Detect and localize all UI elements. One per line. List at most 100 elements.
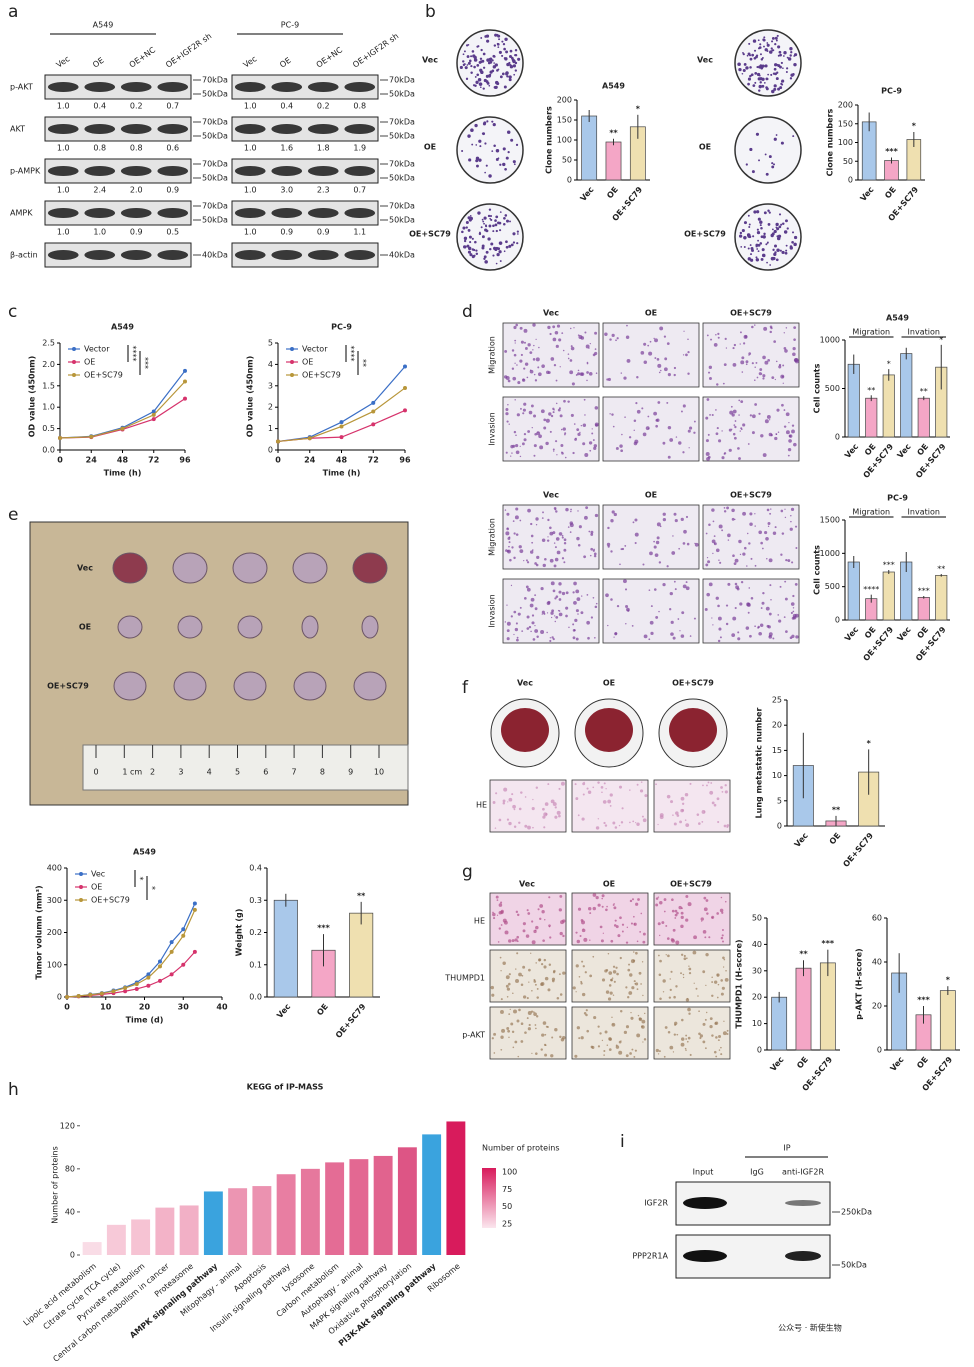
colony: [501, 40, 504, 43]
texture: [703, 907, 708, 912]
colony: [475, 80, 479, 84]
texture: [513, 353, 517, 357]
band: [307, 250, 339, 260]
texture: [662, 441, 666, 445]
row-label: p-AKT: [462, 1031, 485, 1040]
texture: [626, 926, 629, 929]
band: [120, 124, 152, 134]
texture: [539, 445, 544, 450]
row-label: p-AMPK: [10, 167, 41, 176]
texture: [612, 965, 616, 968]
texture: [698, 1032, 701, 1036]
texture: [535, 524, 538, 526]
texture: [714, 1022, 718, 1025]
texture: [698, 822, 701, 825]
texture: [734, 425, 737, 429]
quantification: 1.0: [57, 144, 70, 153]
texture: [673, 512, 677, 516]
micrograph: [502, 578, 600, 644]
texture: [524, 796, 527, 798]
texture: [517, 1055, 520, 1058]
texture: [794, 583, 798, 586]
texture: [530, 534, 534, 538]
texture: [658, 1050, 661, 1053]
texture: [590, 616, 594, 619]
texture: [785, 558, 788, 562]
texture: [657, 823, 659, 826]
texture: [543, 426, 547, 430]
colony: [508, 75, 512, 79]
texture: [507, 1029, 511, 1033]
texture: [522, 965, 526, 969]
texture: [592, 893, 597, 897]
texture: [768, 612, 772, 616]
colony: [746, 233, 751, 237]
texture: [655, 1048, 659, 1053]
y-axis-label: OD value (450nm): [28, 356, 37, 438]
texture: [531, 989, 533, 992]
column-label: OE+SC79: [730, 491, 772, 500]
colony: [479, 145, 482, 148]
texture: [657, 1053, 660, 1055]
texture: [733, 343, 737, 347]
x-tick-label: 96: [179, 456, 191, 465]
texture: [594, 348, 597, 350]
texture: [515, 968, 517, 970]
y-tick-label: 50: [843, 157, 853, 166]
colony: [774, 43, 777, 46]
texture: [555, 379, 558, 382]
colony: [738, 67, 742, 72]
colony: [512, 64, 517, 68]
colony: [502, 42, 506, 46]
colony: [489, 247, 492, 251]
texture: [549, 531, 554, 536]
texture: [791, 424, 795, 427]
texture: [685, 823, 690, 827]
x-tick-label: 48: [336, 456, 348, 465]
colony: [468, 158, 472, 162]
colony: [496, 69, 499, 72]
texture: [549, 558, 554, 563]
texture: [513, 808, 516, 811]
legend-label: Vector: [84, 345, 110, 354]
texture: [501, 1028, 506, 1033]
texture: [777, 614, 780, 616]
texture: [642, 1041, 644, 1043]
legend-marker: [79, 885, 83, 889]
texture: [533, 344, 535, 347]
colony: [756, 65, 759, 69]
texture: [674, 1021, 678, 1025]
texture: [508, 423, 510, 425]
texture: [555, 402, 558, 405]
texture: [680, 972, 683, 975]
texture: [570, 345, 573, 348]
row-label: Migration: [488, 336, 497, 374]
texture: [626, 324, 628, 327]
texture: [527, 1027, 531, 1031]
texture: [634, 541, 637, 545]
texture: [558, 612, 563, 617]
colony: [749, 147, 753, 152]
texture: [712, 552, 714, 555]
colony: [495, 158, 499, 161]
texture: [580, 1036, 584, 1040]
micrograph: [602, 504, 700, 570]
texture: [597, 1045, 601, 1048]
texture: [655, 419, 659, 422]
texture: [537, 366, 540, 369]
texture: [713, 535, 716, 538]
tumor: [237, 615, 263, 639]
texture: [716, 383, 719, 386]
texture: [711, 1034, 714, 1037]
texture: [733, 424, 736, 426]
texture: [717, 983, 720, 986]
texture: [673, 366, 677, 370]
texture: [506, 512, 510, 516]
texture: [588, 441, 593, 445]
texture: [581, 920, 586, 925]
texture: [739, 430, 741, 432]
texture: [705, 952, 709, 957]
texture: [568, 626, 570, 629]
band: [344, 208, 376, 218]
colony: [774, 251, 777, 254]
